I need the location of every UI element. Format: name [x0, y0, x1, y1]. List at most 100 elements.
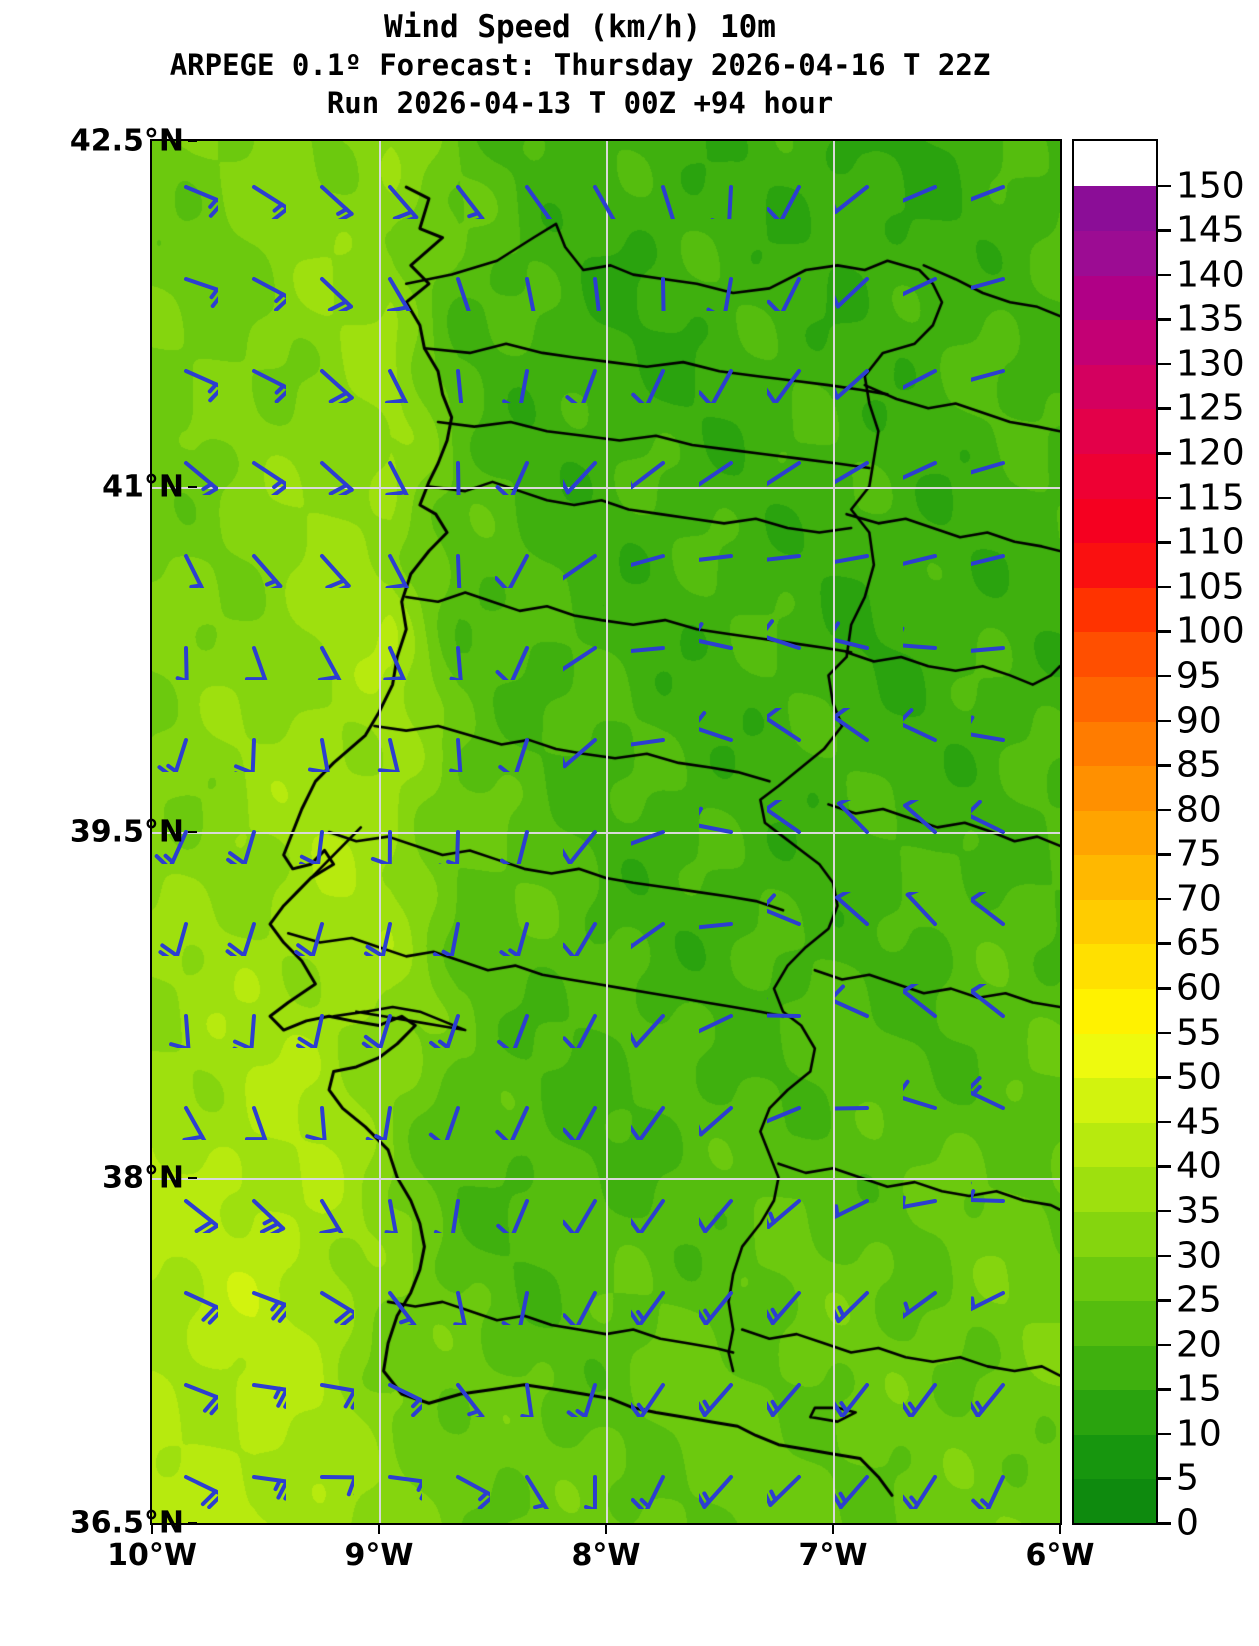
colorbar-band: [1074, 363, 1156, 410]
colorbar-band: [1074, 988, 1156, 1034]
colorbar-label: 140: [1176, 254, 1245, 296]
colorbar-band: [1074, 675, 1156, 722]
colorbar-label: 110: [1176, 521, 1245, 563]
colorbar-band: [1074, 1121, 1156, 1168]
colorbar-band: [1074, 1344, 1156, 1391]
colorbar-tick: [1158, 273, 1171, 277]
colorbar-tick: [1158, 585, 1171, 589]
chart-subtitle-forecast: ARPEGE 0.1º Forecast: Thursday 2026-04-1…: [169, 48, 991, 82]
latitude-tick: [188, 831, 197, 833]
colorbar-tick: [1158, 496, 1171, 500]
colorbar-label: 130: [1176, 343, 1245, 385]
colorbar-label: 30: [1176, 1235, 1222, 1277]
colorbar-label: 50: [1176, 1056, 1222, 1098]
colorbar-tick: [1158, 1209, 1171, 1213]
colorbar-band: [1074, 631, 1156, 677]
colorbar-tick: [1158, 764, 1171, 767]
colorbar-band: [1074, 809, 1156, 856]
colorbar-tick: [1158, 853, 1171, 856]
colorbar-label: 120: [1176, 432, 1245, 474]
colorbar-tick: [1158, 1031, 1171, 1035]
colorbar-band: [1074, 720, 1156, 767]
longitude-label: 6°W: [1025, 1538, 1095, 1573]
longitude-tick: [1059, 1525, 1061, 1534]
colorbar-tick: [1158, 452, 1171, 455]
latitude-label: 36.5°N: [69, 1505, 184, 1541]
colorbar-tick: [1158, 1477, 1171, 1480]
latitude-label: 38°N: [102, 1160, 184, 1195]
longitude-tick: [151, 1525, 153, 1534]
latitude-tick: [188, 1176, 197, 1179]
colorbar-label: 75: [1176, 833, 1222, 875]
colorbar-label: 90: [1176, 700, 1222, 742]
colorbar-label: 15: [1176, 1368, 1222, 1410]
colorbar-label: 10: [1176, 1413, 1222, 1455]
colorbar-band: [1074, 1077, 1156, 1123]
colorbar-label: 45: [1176, 1101, 1222, 1143]
colorbar-band: [1074, 274, 1156, 321]
colorbar-band: [1074, 230, 1156, 276]
map-plot-area[interactable]: [150, 139, 1062, 1525]
colorbar-tick: [1158, 1076, 1171, 1079]
colorbar-tick: [1158, 1388, 1171, 1391]
colorbar-label: 60: [1176, 967, 1222, 1009]
colorbar-band: [1074, 319, 1156, 365]
colorbar-label: 35: [1176, 1190, 1222, 1232]
colorbar-band: [1074, 1433, 1156, 1480]
colorbar-tick: [1158, 1120, 1171, 1124]
colorbar-band: [1074, 898, 1156, 945]
colorbar-band: [1074, 943, 1156, 990]
colorbar-tick: [1158, 897, 1171, 901]
colorbar: [1072, 139, 1158, 1525]
colorbar-tick: [1158, 184, 1171, 188]
latitude-label: 39.5°N: [69, 814, 184, 850]
colorbar-tick: [1158, 808, 1171, 812]
colorbar-band: [1074, 1032, 1156, 1079]
latitude-tick: [188, 140, 197, 142]
wind-speed-contour-canvas: [152, 141, 1060, 1523]
colorbar-band: [1074, 453, 1156, 499]
latitude-label: 42.5°N: [69, 123, 184, 159]
colorbar-band: [1074, 586, 1156, 633]
latitude-tick: [188, 485, 197, 488]
colorbar-label: 25: [1176, 1279, 1222, 1321]
colorbar-label: 20: [1176, 1324, 1222, 1366]
colorbar-band: [1074, 1478, 1156, 1523]
colorbar-band: [1074, 854, 1156, 900]
colorbar-band: [1074, 408, 1156, 455]
colorbar-tick: [1158, 719, 1171, 723]
colorbar-label: 65: [1176, 922, 1222, 964]
colorbar-band: [1074, 185, 1156, 232]
colorbar-band: [1074, 1389, 1156, 1435]
colorbar-tick: [1158, 1343, 1171, 1347]
colorbar-label: 40: [1176, 1145, 1222, 1187]
colorbar-tick: [1158, 1299, 1171, 1302]
colorbar-band: [1074, 1255, 1156, 1302]
chart-subtitle-run: Run 2026-04-13 T 00Z +94 hour: [326, 86, 834, 120]
longitude-label: 7°W: [798, 1538, 868, 1573]
colorbar-tick: [1158, 1254, 1171, 1258]
colorbar-tick: [1158, 942, 1171, 945]
colorbar-band: [1074, 542, 1156, 588]
colorbar-tick: [1158, 630, 1171, 633]
colorbar-label: 150: [1176, 165, 1245, 207]
longitude-label: 10°W: [107, 1538, 197, 1573]
colorbar-label: 55: [1176, 1012, 1222, 1054]
colorbar-label: 125: [1176, 387, 1245, 429]
colorbar-label: 85: [1176, 744, 1222, 786]
longitude-label: 9°W: [344, 1538, 414, 1573]
colorbar-tick: [1158, 1522, 1171, 1525]
chart-title-block: Wind Speed (km/h) 10m ARPEGE 0.1º Foreca…: [0, 8, 1160, 122]
colorbar-label: 100: [1176, 610, 1245, 652]
colorbar-tick: [1158, 229, 1171, 232]
colorbar-band: [1074, 497, 1156, 544]
colorbar-tick: [1158, 318, 1171, 321]
colorbar-tick: [1158, 362, 1171, 366]
colorbar-band: [1074, 1300, 1156, 1346]
latitude-label: 41°N: [102, 469, 184, 504]
longitude-tick: [378, 1525, 380, 1534]
colorbar-tick: [1158, 674, 1171, 678]
colorbar-label: 95: [1176, 655, 1222, 697]
colorbar-tick: [1158, 1165, 1171, 1168]
longitude-tick: [605, 1525, 607, 1534]
